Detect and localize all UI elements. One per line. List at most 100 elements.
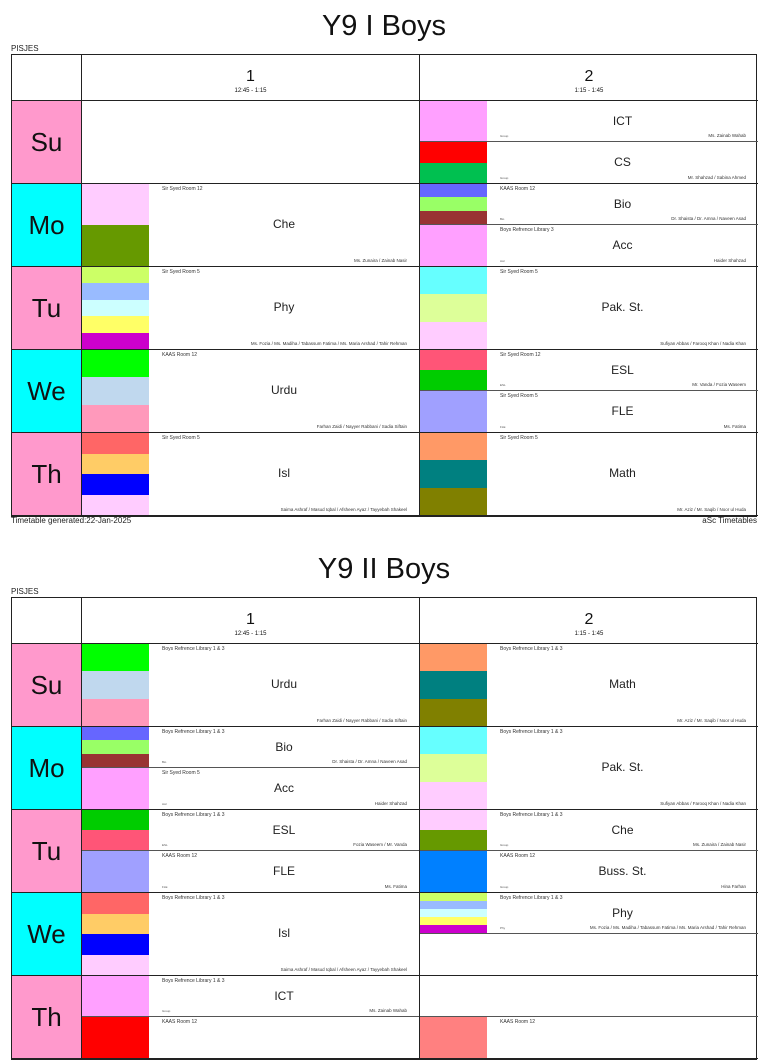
period-time: 1:15 - 1:45 (574, 631, 604, 637)
group-label: Bio (500, 217, 505, 221)
room-label: KAAS Room 12 (500, 186, 536, 192)
lesson-card[interactable]: ICT Group Ms. Zainab Wahab (420, 101, 758, 142)
subject-name: Pak. St. (601, 760, 644, 774)
lesson-card[interactable]: Sir Syed Room 5 Acc Acc Haider Shahzad (82, 768, 419, 809)
color-swatch (82, 474, 149, 495)
subject-name: FLE (611, 403, 634, 418)
room-label: Boys Refrence Library 3 (500, 227, 554, 233)
lesson-card[interactable]: KAAS Room 12 Bio Bio Dr. Shaista / Dr. Amna… (420, 184, 758, 225)
slot-su-period-1[interactable] (82, 101, 420, 184)
room-label: KAAS Room 12 (162, 853, 198, 859)
lesson-card[interactable]: Boys Refrence Library 1 & 3 Pak. St. Sufiy… (420, 727, 758, 809)
room-label: Sir Syed Room 12 (500, 352, 541, 358)
group-label: FLE (500, 425, 506, 429)
slot-we-period-1[interactable]: Boys Refrence Library 1 & 3 Isl Saima Ashr… (82, 893, 420, 976)
group-label: Group (162, 1009, 171, 1013)
lesson-card[interactable]: Boys Refrence Library 1 & 3 ICT Group Ms. Z… (82, 976, 419, 1017)
lesson-card[interactable]: KAAS Room 12 (82, 1017, 419, 1058)
slot-tu-period-1[interactable]: Boys Refrence Library 1 & 3 ESL ESL Fozia W… (82, 810, 420, 893)
subject-name: CS (614, 154, 631, 169)
color-swatch (82, 851, 149, 892)
color-swatch (82, 267, 149, 284)
lesson-card[interactable]: KAAS Room 12 FLE FLE Ms. Fatima (82, 851, 419, 892)
teacher-names: Haider Shahzad (713, 258, 746, 263)
lesson-card[interactable]: Sir Syed Room 12 ESL ESL Mr. Vanda / Fozia … (420, 350, 758, 391)
color-swatch (82, 225, 149, 266)
subject-name: Urdu (270, 677, 297, 691)
lesson-card[interactable]: Sir Syed Room 5 Phy Ms. Fozia / Ms. Madiha… (82, 267, 419, 349)
slot-su-period-1[interactable]: Boys Refrence Library 1 & 3 Urdu Farhan Za… (82, 644, 420, 727)
subject-color-swatches (82, 727, 149, 767)
corner-cell (12, 55, 82, 101)
lesson-card[interactable]: Boys Refrence Library 3 Acc Acc Haider Shah… (420, 225, 758, 266)
lesson-card[interactable] (420, 934, 758, 975)
lesson-card[interactable] (420, 976, 758, 1017)
subject-color-swatches (82, 433, 149, 515)
lesson-card[interactable]: Sir Syed Room 5 Math Mr. Aziz / Mr. Saqib … (420, 433, 758, 515)
day-th: Th (12, 433, 82, 516)
slot-tu-period-2[interactable]: Sir Syed Room 5 Pak. St. Sufiyan Abbas / F… (420, 267, 758, 350)
lesson-card[interactable]: Boys Refrence Library 1 & 3 Che Group Ms. Z… (420, 810, 758, 851)
slot-we-period-2[interactable]: Sir Syed Room 12 ESL ESL Mr. Vanda / Fozia … (420, 350, 758, 433)
color-swatch (82, 753, 149, 767)
lesson-card[interactable]: Boys Refrence Library 1 & 3 Isl Saima Ashr… (82, 893, 419, 975)
color-swatch (420, 321, 487, 349)
lesson-card[interactable]: Boys Refrence Library 1 & 3 Math Mr. Aziz … (420, 644, 758, 726)
subject-name: Phy (273, 300, 295, 314)
period-number: 1 (246, 611, 255, 628)
lesson-card[interactable]: KAAS Room 12 Urdu Farhan Zaidi / Nayyer Ra… (82, 350, 419, 432)
subject-color-swatches (420, 644, 487, 726)
subject-name: ICT (612, 113, 633, 128)
lesson-card[interactable]: Sir Syed Room 5 Pak. St. Sufiyan Abbas / F… (420, 267, 758, 349)
slot-mo-period-1[interactable]: Sir Syed Room 12 Che Ms. Zunaira / Zainab … (82, 184, 420, 267)
lesson-card[interactable]: Sir Syed Room 5 FLE FLE Ms. Fatima (420, 391, 758, 432)
slot-we-period-1[interactable]: KAAS Room 12 Urdu Farhan Zaidi / Nayyer Ra… (82, 350, 420, 433)
group-label: Group (500, 843, 509, 847)
period-header-2: 2 1:15 - 1:45 (420, 598, 758, 644)
period-number: 1 (246, 68, 255, 85)
color-swatch (82, 453, 149, 474)
brand-label: aSc Timetables (702, 516, 757, 525)
lesson-card[interactable]: Sir Syed Room 12 Che Ms. Zunaira / Zainab … (82, 184, 419, 266)
color-swatch (82, 1017, 149, 1058)
lesson-card[interactable]: Sir Syed Room 5 Isl Saima Ashraf / Masud I… (82, 433, 419, 515)
slot-we-period-2[interactable]: Boys Refrence Library 1 & 3 Phy Phy Ms. Foz… (420, 893, 758, 976)
subject-color-swatches (420, 810, 487, 850)
subject-color-swatches (82, 644, 149, 726)
slot-su-period-2[interactable]: Boys Refrence Library 1 & 3 Math Mr. Aziz … (420, 644, 758, 727)
lesson-card[interactable]: Boys Refrence Library 1 & 3 Bio Bio Dr. Sha… (82, 727, 419, 768)
slot-th-period-2[interactable]: KAAS Room 12 (420, 976, 758, 1059)
color-swatch (420, 917, 487, 925)
lesson-card[interactable]: Boys Refrence Library 1 & 3 Urdu Farhan Za… (82, 644, 419, 726)
teacher-names: Ms. Fozia / Ms. Madiha / Tabassum Fatima… (250, 341, 407, 346)
teacher-names: Dr. Shaista / Dr. Amna / Naveen Asad (671, 216, 746, 221)
color-swatch (420, 893, 487, 901)
room-label: Sir Syed Room 5 (162, 770, 200, 776)
slot-tu-period-1[interactable]: Sir Syed Room 5 Phy Ms. Fozia / Ms. Madiha… (82, 267, 420, 350)
subject-name: Che (272, 217, 295, 231)
lesson-card[interactable]: KAAS Room 12 Buss. St. Group Hina Farhan (420, 851, 758, 892)
teacher-names: Saima Ashraf / Masud Iqbal / Afsheen Aya… (280, 507, 407, 512)
day-we: We (12, 893, 82, 976)
color-swatch (420, 101, 487, 141)
color-swatch (82, 954, 149, 975)
slot-su-period-2[interactable]: ICT Group Ms. Zainab Wahab CS Group Mr. Shahz… (420, 101, 758, 184)
subject-color-swatches (420, 851, 487, 892)
slot-mo-period-1[interactable]: Boys Refrence Library 1 & 3 Bio Bio Dr. Sha… (82, 727, 420, 810)
period-number: 2 (584, 611, 594, 628)
subject-name: Buss. St. (598, 863, 647, 878)
slot-tu-period-2[interactable]: Boys Refrence Library 1 & 3 Che Group Ms. Z… (420, 810, 758, 893)
lesson-card[interactable]: Boys Refrence Library 1 & 3 Phy Phy Ms. Foz… (420, 893, 758, 934)
lesson-card[interactable]: KAAS Room 12 (420, 1017, 758, 1058)
period-header-2: 2 1:15 - 1:45 (420, 55, 758, 101)
slot-th-period-1[interactable]: Boys Refrence Library 1 & 3 ICT Group Ms. Z… (82, 976, 420, 1059)
slot-th-period-2[interactable]: Sir Syed Room 5 Math Mr. Aziz / Mr. Saqib … (420, 433, 758, 516)
slot-mo-period-2[interactable]: KAAS Room 12 Bio Bio Dr. Shaista / Dr. Amna… (420, 184, 758, 267)
subject-color-swatches (82, 893, 149, 975)
lesson-card[interactable]: CS Group Mr. Shahzad / Sabina Ahmed (420, 142, 758, 183)
slot-mo-period-2[interactable]: Boys Refrence Library 1 & 3 Pak. St. Sufiy… (420, 727, 758, 810)
color-swatch (82, 350, 149, 378)
slot-th-period-1[interactable]: Sir Syed Room 5 Isl Saima Ashraf / Masud I… (82, 433, 420, 516)
teacher-names: Mr. Aziz / Mr. Saqib / Noor ul Huda (677, 718, 746, 723)
lesson-card[interactable]: Boys Refrence Library 1 & 3 ESL ESL Fozia W… (82, 810, 419, 851)
